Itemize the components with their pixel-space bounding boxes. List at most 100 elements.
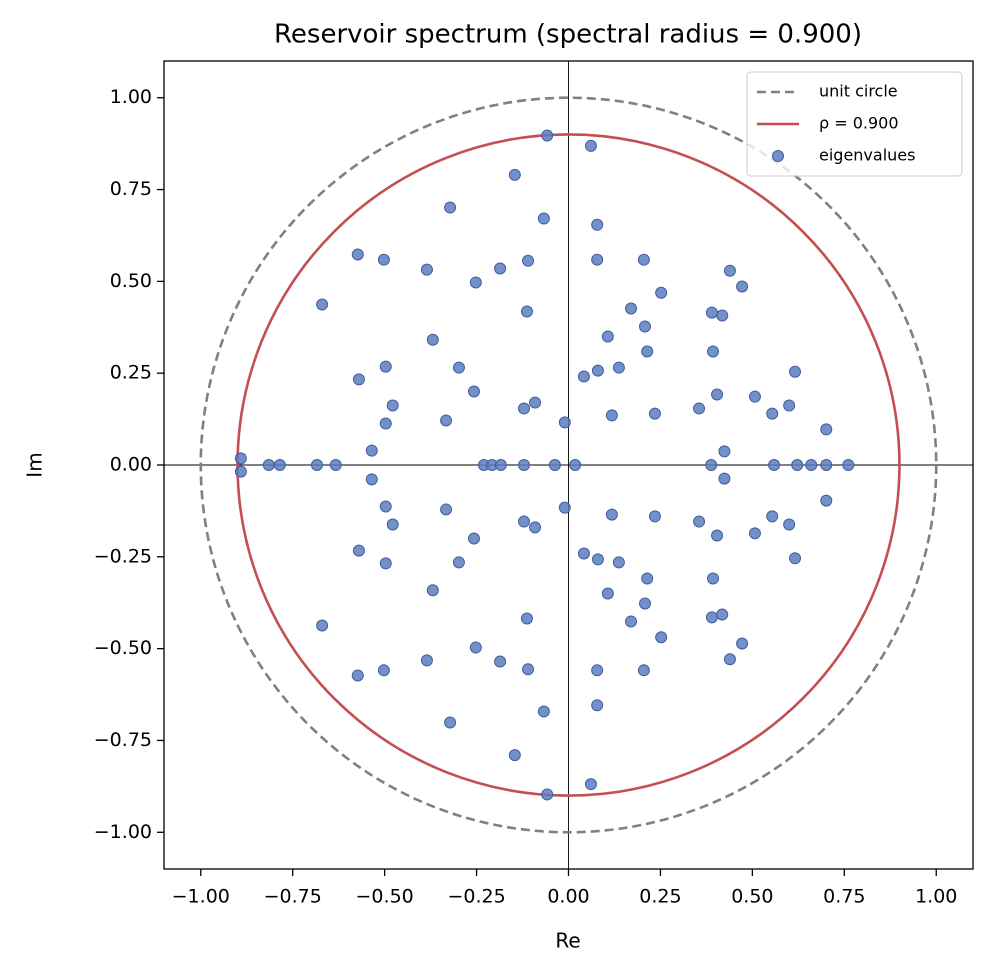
eigenvalue-point <box>716 608 729 621</box>
y-tick-label: −1.00 <box>94 821 152 843</box>
plot-area <box>164 61 973 869</box>
eigenvalue-point <box>723 653 736 666</box>
eigenvalue-point <box>641 345 654 358</box>
eigenvalue-point <box>655 286 668 299</box>
eigenvalue-point <box>718 472 731 485</box>
eigenvalue-point <box>379 557 392 570</box>
eigenvalue-point <box>508 168 521 181</box>
x-tick-label: −0.25 <box>447 886 505 908</box>
eigenvalue-point <box>820 459 833 471</box>
eigenvalue-point <box>522 663 535 676</box>
eigenvalue-point <box>518 515 531 528</box>
eigenvalue-point <box>426 584 439 597</box>
eigenvalue-point <box>625 615 638 628</box>
y-tick-label: 0.75 <box>110 178 152 200</box>
y-tick-label: 0.25 <box>110 362 152 384</box>
legend-label: eigenvalues <box>819 146 915 165</box>
x-tick-label: −1.00 <box>172 886 230 908</box>
eigenvalue-point <box>638 320 651 333</box>
eigenvalue-point <box>705 306 718 319</box>
eigenvalue-point <box>783 399 796 412</box>
x-tick-label: 0.00 <box>547 886 589 908</box>
eigenvalue-point <box>365 444 378 457</box>
plot-frame <box>163 60 974 870</box>
eigenvalue-point <box>605 409 618 422</box>
eigenvalue-point <box>262 459 275 471</box>
eigenvalue-point <box>273 459 286 471</box>
eigenvalue-point <box>584 139 597 152</box>
eigenvalue-point <box>537 212 550 225</box>
eigenvalue-point <box>577 547 590 560</box>
eigenvalue-point <box>625 302 638 315</box>
eigenvalue-point <box>494 655 507 668</box>
eigenvalue-point <box>711 529 724 542</box>
eigenvalue-point <box>467 532 480 545</box>
eigenvalue-point <box>736 280 749 293</box>
eigenvalue-point <box>820 423 833 436</box>
eigenvalue-point <box>529 396 542 409</box>
eigenvalue-point <box>768 459 781 471</box>
eigenvalue-point <box>508 749 521 762</box>
eigenvalue-point <box>591 364 604 377</box>
y-tick-label: −0.25 <box>94 545 152 567</box>
x-tick-label: −0.75 <box>264 886 322 908</box>
legend-label: ρ = 0.900 <box>819 114 899 133</box>
x-tick-label: 0.75 <box>823 886 865 908</box>
eigenvalue-point <box>522 254 535 267</box>
eigenvalue-point <box>234 452 247 465</box>
eigenvalue-point <box>612 361 625 374</box>
y-tick-label: 1.00 <box>110 86 152 108</box>
eigenvalue-point <box>379 500 392 513</box>
eigenvalue-point <box>537 705 550 718</box>
eigenvalue-point <box>789 552 802 565</box>
eigenvalue-point <box>518 402 531 415</box>
eigenvalue-point <box>558 501 571 514</box>
x-tick-label: 0.25 <box>639 886 681 908</box>
eigenvalue-point <box>469 276 482 289</box>
eigenvalue-point <box>440 414 453 427</box>
circle-line <box>199 96 938 834</box>
eigenvalue-point <box>541 788 554 801</box>
eigenvalue-point <box>783 518 796 531</box>
eigenvalue-point <box>420 654 433 667</box>
eigenvalue-point <box>637 664 650 677</box>
eigenvalue-point <box>648 407 661 420</box>
eigenvalue-point <box>440 503 453 516</box>
eigenvalue-point <box>351 248 364 261</box>
y-tick-label: −0.50 <box>94 637 152 659</box>
eigenvalue-point <box>494 262 507 275</box>
eigenvalue-point <box>420 263 433 276</box>
eigenvalue-point <box>329 459 342 471</box>
eigenvalue-point <box>452 361 465 374</box>
x-tick-label: −0.50 <box>356 886 414 908</box>
eigenvalue-point <box>707 572 720 585</box>
eigenvalue-point <box>601 330 614 343</box>
legend-marker <box>772 150 784 162</box>
eigenvalue-point <box>766 510 779 523</box>
x-axis-label: Re <box>555 929 580 953</box>
circle-line <box>236 133 901 797</box>
eigenvalue-point <box>352 544 365 557</box>
eigenvalue-point <box>736 637 749 650</box>
eigenvalue-point <box>569 459 582 471</box>
eigenvalue-point <box>716 309 729 322</box>
y-axis-label: Im <box>23 452 47 477</box>
y-tick-label: 0.00 <box>110 454 152 476</box>
eigenvalue-point <box>377 253 390 266</box>
eigenvalue-point <box>591 553 604 566</box>
eigenvalue-point <box>612 556 625 569</box>
eigenvalue-point <box>234 465 247 478</box>
eigenvalue-point <box>605 508 618 521</box>
eigenvalue-point <box>641 572 654 585</box>
eigenvalue-point <box>541 129 554 142</box>
eigenvalue-point <box>518 459 531 471</box>
y-tick-label: 0.50 <box>110 270 152 292</box>
eigenvalue-point <box>655 631 668 644</box>
eigenvalue-point <box>577 370 590 383</box>
eigenvalue-point <box>520 612 533 625</box>
eigenvalue-point <box>365 473 378 486</box>
eigenvalue-point <box>766 407 779 420</box>
eigenvalue-point <box>693 402 706 415</box>
eigenvalue-point <box>469 641 482 654</box>
eigenvalue-point <box>379 360 392 373</box>
